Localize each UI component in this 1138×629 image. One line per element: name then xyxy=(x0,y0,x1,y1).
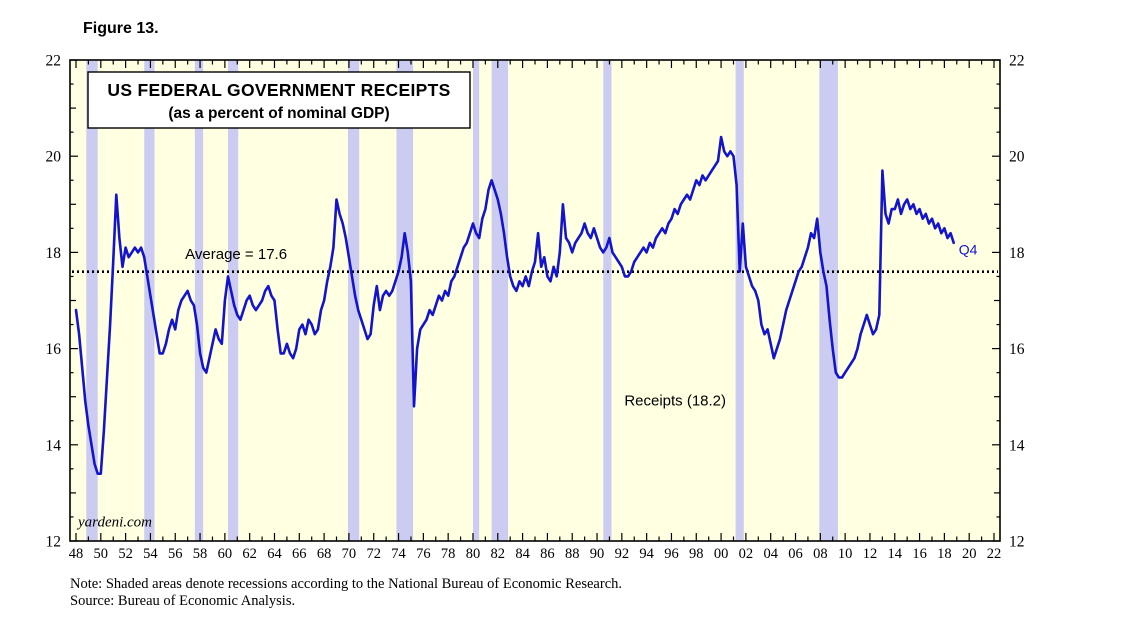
x-axis-label: 18 xyxy=(937,546,952,562)
figure-number-label: Figure 13. xyxy=(83,20,159,37)
x-axis-label: 92 xyxy=(615,546,630,562)
y-axis-label-left: 14 xyxy=(46,437,62,454)
y-axis-label-left: 18 xyxy=(46,245,62,262)
x-axis-label: 82 xyxy=(491,546,506,562)
recession-band xyxy=(86,60,98,541)
x-axis-label: 04 xyxy=(763,546,778,562)
x-axis-label: 48 xyxy=(69,546,84,562)
y-axis-label-right: 22 xyxy=(1009,53,1025,70)
recession-bands xyxy=(86,60,838,541)
source-note: Source: Bureau of Economic Analysis. xyxy=(70,593,296,609)
x-axis-label: 84 xyxy=(515,546,530,562)
x-axis-label: 60 xyxy=(218,546,233,562)
x-axis-label: 16 xyxy=(912,546,927,562)
recession-band xyxy=(735,60,744,541)
recession-band xyxy=(603,60,612,541)
x-axis-label: 64 xyxy=(267,546,282,562)
y-axis-label-right: 12 xyxy=(1009,534,1025,551)
recession-band xyxy=(347,60,360,541)
receipts-line xyxy=(74,135,956,476)
x-axis-label: 08 xyxy=(813,546,828,562)
x-axis-label: 72 xyxy=(366,546,381,562)
recession-note: Note: Shaded areas denote recessions acc… xyxy=(70,576,623,592)
x-axis-label: 78 xyxy=(441,546,456,562)
chart-subtitle: (as a percent of nominal GDP) xyxy=(168,105,389,122)
x-axis-label: 12 xyxy=(863,546,878,562)
y-axis-label-left: 16 xyxy=(46,341,62,358)
x-axis-label: 80 xyxy=(466,546,481,562)
y-axis-label-right: 18 xyxy=(1009,245,1025,262)
recession-band xyxy=(396,60,414,541)
x-axis-label: 86 xyxy=(540,546,555,562)
plot-background xyxy=(70,60,1000,541)
x-axis-label: 56 xyxy=(168,546,183,562)
y-axis-label-right: 16 xyxy=(1009,341,1025,358)
x-axis-label: 70 xyxy=(342,546,357,562)
y-axis-label-left: 20 xyxy=(46,149,62,166)
recession-band xyxy=(144,60,155,541)
recession-band xyxy=(194,60,204,541)
x-axis-label: 00 xyxy=(714,546,729,562)
x-axis-label: 90 xyxy=(590,546,605,562)
y-axis-label-right: 20 xyxy=(1009,149,1025,166)
x-axis-label: 94 xyxy=(639,546,654,562)
x-axis-label: 50 xyxy=(94,546,109,562)
x-axis-label: 10 xyxy=(838,546,853,562)
y-axis-label-right: 14 xyxy=(1009,437,1025,454)
last-point-label: Q4 xyxy=(959,241,978,257)
x-axis-label: 52 xyxy=(118,546,133,562)
x-axis-label: 54 xyxy=(143,546,158,562)
x-axis-label: 14 xyxy=(888,546,903,562)
x-axis-label: 06 xyxy=(788,546,803,562)
x-axis-label: 22 xyxy=(987,546,1002,562)
x-axis-label: 58 xyxy=(193,546,208,562)
x-axis-label: 62 xyxy=(242,546,257,562)
x-axis-label: 98 xyxy=(689,546,704,562)
x-axis-label: 88 xyxy=(565,546,580,562)
recession-band xyxy=(472,60,480,541)
x-axis-label: 02 xyxy=(739,546,754,562)
chart-footnotes: Note: Shaded areas denote recessions acc… xyxy=(70,576,622,610)
chart-title: US FEDERAL GOVERNMENT RECEIPTS xyxy=(107,80,450,100)
x-axis-label: 76 xyxy=(416,546,431,562)
chart-title-box xyxy=(87,71,471,129)
watermark-text: yardeni.com xyxy=(76,515,152,531)
x-axis-label: 66 xyxy=(292,546,307,562)
recession-band xyxy=(491,60,509,541)
x-axis-label: 96 xyxy=(664,546,679,562)
series-annotation: Receipts (18.2) xyxy=(624,392,726,409)
x-axis-label: 20 xyxy=(962,546,977,562)
average-annotation: Average = 17.6 xyxy=(185,246,287,263)
plot-border xyxy=(69,59,1001,542)
x-axis-label: 68 xyxy=(317,546,332,562)
y-axis-label-left: 12 xyxy=(46,534,62,551)
y-axis-label-left: 22 xyxy=(46,53,62,70)
x-axis-label: 74 xyxy=(391,546,406,562)
